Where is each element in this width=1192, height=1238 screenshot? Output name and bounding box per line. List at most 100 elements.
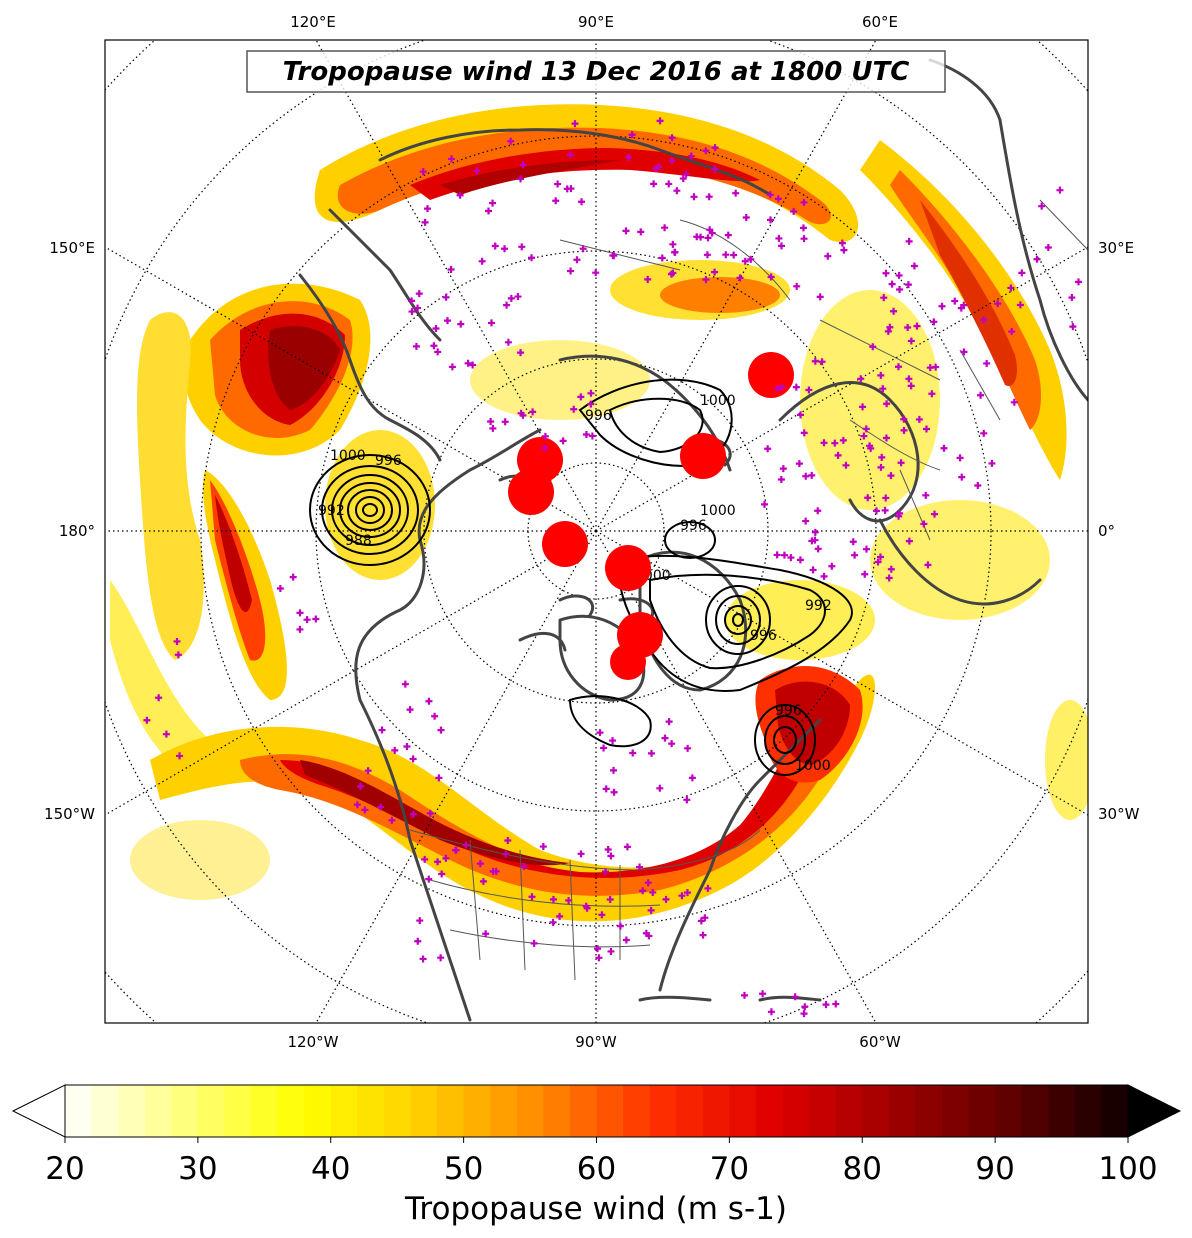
station-marker [824, 252, 832, 260]
station-marker [519, 411, 527, 419]
station-marker [607, 852, 615, 860]
station-marker [303, 616, 311, 624]
station-marker [430, 342, 438, 350]
station-marker [988, 459, 996, 467]
station-marker [882, 494, 890, 502]
tpv-marker [508, 469, 554, 515]
colorbar-label: Tropopause wind (m s-1) [404, 1191, 787, 1227]
station-marker [767, 273, 775, 281]
station-marker [353, 801, 361, 809]
station-marker [289, 573, 297, 581]
station-marker [820, 572, 828, 580]
colorbar-tick-label: 30 [178, 1151, 217, 1187]
colorbar-ticks: 20 30 40 50 60 70 80 90 100 [45, 1137, 1158, 1187]
station-marker [577, 393, 585, 401]
station-marker [1056, 186, 1064, 194]
station-marker [842, 461, 850, 469]
station-marker [940, 444, 948, 452]
station-marker [764, 445, 772, 453]
station-marker [528, 254, 536, 262]
station-marker [896, 286, 904, 294]
colorbar-cell [463, 1085, 491, 1137]
station-marker [155, 694, 163, 702]
station-marker [704, 884, 712, 892]
station-marker [747, 255, 755, 263]
station-marker [357, 782, 365, 790]
station-marker [778, 383, 786, 391]
station-marker [464, 359, 472, 367]
station-marker [882, 269, 890, 277]
station-marker [862, 425, 870, 433]
station-marker [730, 251, 738, 259]
station-marker [1008, 328, 1016, 336]
contour-label: 1000 [795, 758, 831, 774]
station-marker [566, 151, 574, 159]
station-marker [610, 252, 618, 260]
colorbar: 20 30 40 50 60 70 80 90 100 Tropopause wind (m s… [11, 1084, 1182, 1227]
station-marker [894, 363, 902, 371]
colorbar-cell [410, 1085, 438, 1137]
station-marker [502, 850, 510, 858]
tpv-markers [508, 352, 794, 680]
station-marker [792, 383, 800, 391]
station-marker [668, 157, 676, 165]
station-marker [567, 267, 575, 275]
contour-label: 996 [375, 453, 402, 469]
station-marker [779, 465, 787, 473]
station-marker [816, 293, 824, 301]
station-marker [403, 743, 411, 751]
colorbar-tick-label: 20 [45, 1151, 84, 1187]
station-marker [519, 161, 527, 169]
colorbar-cell [915, 1085, 943, 1137]
station-marker [600, 744, 608, 752]
station-marker [507, 294, 515, 302]
station-marker [799, 224, 807, 232]
station-marker [994, 300, 1002, 308]
station-marker [296, 625, 304, 633]
tpv-marker [542, 521, 588, 567]
colorbar-cell [516, 1085, 544, 1137]
contour-label: 992 [318, 503, 345, 519]
station-marker [489, 424, 497, 432]
station-marker [1044, 243, 1052, 251]
station-marker [478, 257, 486, 265]
station-marker [487, 417, 495, 425]
station-marker [1074, 278, 1082, 286]
station-marker [432, 325, 440, 333]
colorbar-extend-min [11, 1084, 66, 1138]
station-marker [741, 257, 749, 265]
station-marker [625, 153, 633, 161]
station-marker [520, 862, 528, 870]
map-title: Tropopause wind 13 Dec 2016 at 1800 UTC [283, 57, 910, 87]
station-marker [767, 1008, 775, 1016]
station-marker [808, 537, 816, 545]
station-marker [780, 551, 788, 559]
station-marker [539, 843, 547, 851]
station-marker [879, 385, 887, 393]
station-marker [661, 224, 669, 232]
station-marker [587, 400, 595, 408]
station-marker [469, 361, 477, 369]
station-marker [832, 1000, 840, 1008]
station-marker [656, 117, 664, 125]
station-marker [414, 937, 422, 945]
station-marker [629, 749, 637, 757]
colorbar-cell [197, 1085, 226, 1137]
station-marker [1016, 301, 1024, 309]
station-marker [579, 245, 587, 253]
station-marker [800, 1010, 808, 1018]
station-marker [980, 429, 988, 437]
station-marker [457, 320, 465, 328]
station-marker [732, 189, 740, 197]
station-marker [885, 574, 893, 582]
colorbar-cell [809, 1085, 837, 1137]
station-marker [174, 651, 182, 659]
station-marker [669, 240, 677, 248]
station-marker [578, 198, 586, 206]
station-marker [774, 195, 782, 203]
station-marker [577, 850, 585, 858]
colorbar-tick-label: 50 [444, 1151, 483, 1187]
colorbar-cell [277, 1085, 305, 1137]
contour-label: 996 [750, 628, 777, 644]
colorbar-tick-label: 100 [1098, 1151, 1157, 1187]
